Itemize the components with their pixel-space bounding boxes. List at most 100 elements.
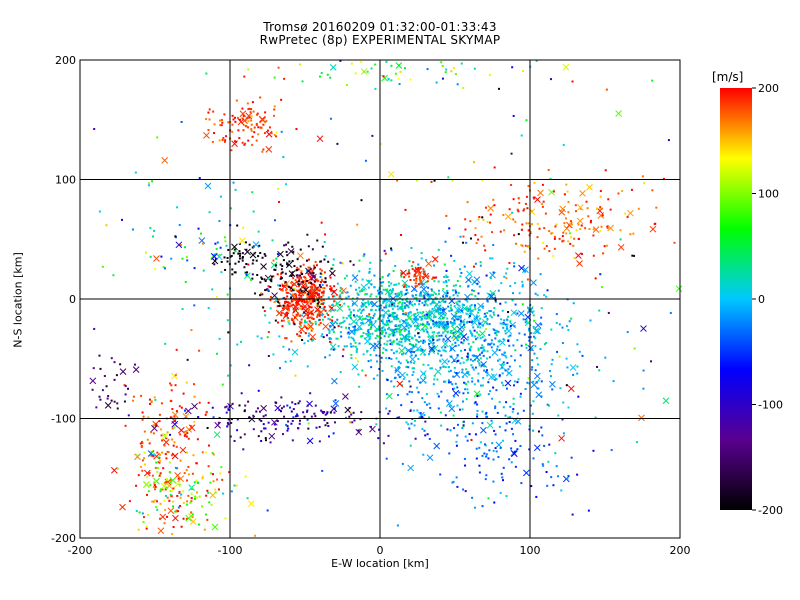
colorbar xyxy=(720,88,752,510)
data-point xyxy=(574,204,577,207)
data-point xyxy=(382,300,385,303)
data-point xyxy=(321,245,324,248)
data-point-cross xyxy=(445,400,453,407)
data-point xyxy=(405,319,408,322)
data-point xyxy=(311,299,314,302)
data-point xyxy=(274,297,277,300)
data-point xyxy=(182,502,185,505)
data-point xyxy=(301,292,304,295)
data-point xyxy=(401,352,404,355)
data-point xyxy=(455,291,458,294)
data-point xyxy=(400,275,403,278)
data-point xyxy=(533,335,536,338)
data-point xyxy=(312,289,315,292)
data-point xyxy=(607,198,610,201)
data-point xyxy=(585,200,588,203)
data-point xyxy=(301,305,304,308)
data-point xyxy=(521,70,524,73)
data-point xyxy=(481,422,484,425)
data-point xyxy=(436,332,439,335)
data-point xyxy=(464,218,467,221)
data-point xyxy=(205,410,208,413)
data-point xyxy=(479,384,482,387)
data-point-cross xyxy=(329,343,337,351)
data-point xyxy=(491,257,494,260)
data-point xyxy=(431,331,434,334)
data-point xyxy=(509,334,512,337)
data-point xyxy=(492,386,495,389)
data-point xyxy=(508,421,511,424)
data-point xyxy=(530,209,533,212)
data-point xyxy=(258,418,261,421)
data-point xyxy=(467,285,470,288)
data-point xyxy=(451,323,454,326)
data-point xyxy=(448,309,451,312)
data-point xyxy=(501,476,504,479)
data-point xyxy=(473,67,476,70)
data-point xyxy=(177,477,180,480)
data-point xyxy=(529,336,532,339)
data-point xyxy=(384,348,387,351)
data-point xyxy=(449,321,452,324)
data-point xyxy=(609,208,612,211)
data-point xyxy=(166,450,169,453)
data-point xyxy=(309,321,312,324)
data-point xyxy=(445,269,448,272)
data-point xyxy=(369,335,372,338)
data-point xyxy=(420,252,423,255)
data-point xyxy=(155,506,158,509)
data-point xyxy=(303,415,306,418)
data-point xyxy=(303,324,306,327)
data-point xyxy=(410,265,413,268)
data-point xyxy=(179,505,182,508)
data-point xyxy=(374,337,377,340)
data-point xyxy=(249,111,252,114)
data-point xyxy=(565,183,568,186)
data-point xyxy=(291,401,294,404)
data-point xyxy=(643,182,646,185)
data-point xyxy=(398,343,401,346)
data-point xyxy=(481,336,484,339)
data-point xyxy=(280,277,283,280)
data-point xyxy=(534,292,537,295)
data-point xyxy=(395,338,398,341)
data-point xyxy=(388,294,391,297)
data-point xyxy=(438,292,441,295)
data-point xyxy=(411,347,414,350)
data-point xyxy=(469,220,472,223)
data-point xyxy=(251,277,254,280)
data-point-cross xyxy=(530,279,537,286)
data-point xyxy=(556,350,559,353)
x-tick-label: 0 xyxy=(377,544,384,557)
data-point xyxy=(140,394,143,397)
data-point xyxy=(312,317,315,320)
data-point xyxy=(196,438,199,441)
data-point xyxy=(589,319,592,322)
data-point xyxy=(301,308,304,311)
data-point xyxy=(319,285,322,288)
data-point xyxy=(234,250,237,253)
data-point xyxy=(453,321,456,324)
data-point-cross xyxy=(191,402,198,410)
data-point xyxy=(455,444,458,447)
data-point xyxy=(172,500,175,503)
data-point xyxy=(295,127,298,130)
data-point xyxy=(404,298,407,301)
data-point xyxy=(151,500,154,503)
data-point xyxy=(286,306,289,309)
data-point xyxy=(539,273,542,276)
data-point xyxy=(382,316,385,319)
data-point xyxy=(581,354,584,357)
data-point xyxy=(196,496,199,499)
data-point xyxy=(302,411,305,414)
data-point xyxy=(393,305,396,308)
data-point xyxy=(467,342,470,345)
data-point xyxy=(569,242,572,245)
data-point xyxy=(488,333,491,336)
data-point xyxy=(110,357,113,360)
data-point xyxy=(360,311,363,314)
data-point xyxy=(214,491,217,494)
data-point xyxy=(424,381,427,384)
data-point xyxy=(251,101,254,104)
data-point xyxy=(324,277,327,280)
